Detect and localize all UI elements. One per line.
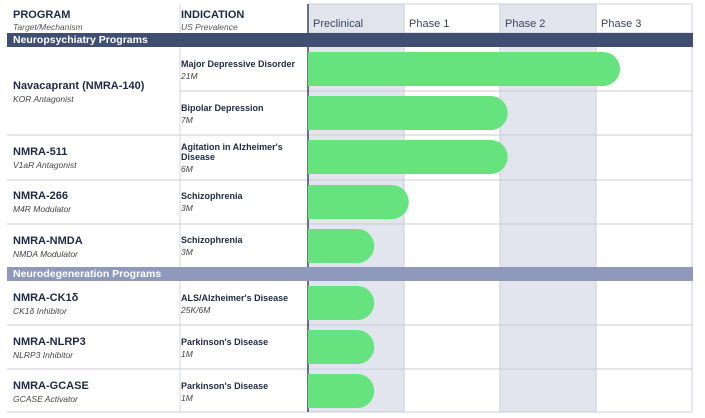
indication-name: Schizophrenia (181, 191, 243, 201)
program-mechanism: CK1δ Inhibitor (13, 306, 67, 316)
progress-bar-left-edge (308, 374, 326, 408)
progress-bar-0-1 (308, 96, 508, 130)
indication-als-alzheimers: ALS/Alzheimer's Disease 25K/6M (181, 293, 301, 315)
indication-name: Agitation in Alzheimer's Disease (181, 142, 283, 162)
program-nmra-gcase: NMRA-GCASE GCASE Activator (13, 380, 89, 404)
program-name: NMRA-CK1δ (13, 292, 79, 304)
program-mechanism: NMDA Modulator (13, 249, 78, 259)
indication-name: ALS/Alzheimer's Disease (181, 293, 289, 303)
progress-bar-left-edge (308, 96, 326, 130)
indication-name: Parkinson's Disease (181, 381, 269, 391)
program-header-label: PROGRAM (13, 9, 71, 21)
program-nmra-266: NMRA-266 M4R Modulator (13, 190, 71, 214)
indication-prevalence: 21M (181, 71, 198, 81)
progress-bar-0-3 (308, 185, 409, 219)
indication-name: Schizophrenia (181, 235, 243, 245)
section-bar-neurodegeneration: Neurodegeneration Programs (7, 267, 693, 281)
program-mechanism: NLRP3 Inhibitor (13, 350, 74, 360)
indication-schizophrenia-nmda: Schizophrenia 3M (181, 235, 301, 257)
progress-bar-left-edge (308, 330, 326, 364)
program-name: NMRA-GCASE (13, 380, 89, 392)
indication-prevalence: 1M (181, 393, 193, 403)
program-mechanism: V1aR Antagonist (13, 160, 77, 170)
indication-name: Parkinson's Disease (181, 337, 269, 347)
indication-header-label: INDICATION (181, 9, 245, 21)
program-mechanism: M4R Modulator (13, 204, 72, 214)
program-nmra-ck1d: NMRA-CK1δ CK1δ Inhibitor (13, 292, 78, 316)
indication-prevalence: 6M (181, 164, 193, 174)
indication-name: Major Depressive Disorder (181, 59, 296, 69)
program-nmra-nmda: NMRA-NMDA NMDA Modulator (13, 235, 83, 259)
indication-prevalence: 3M (181, 247, 193, 257)
indication-prevalence: 25K/6M (181, 305, 211, 315)
program-name: NMRA-NLRP3 (13, 336, 86, 348)
indication-prevalence: 3M (181, 203, 193, 213)
progress-bar-left-edge (308, 286, 326, 320)
program-name: NMRA-511 (13, 146, 68, 158)
indication-schizophrenia-266: Schizophrenia 3M (181, 191, 301, 213)
progress-bar-0-0 (308, 52, 620, 86)
indication-prevalence: 7M (181, 115, 193, 125)
program-nmra-511: NMRA-511 V1aR Antagonist (13, 146, 76, 170)
program-name: NMRA-NMDA (13, 235, 83, 247)
program-nmra-nlrp3: NMRA-NLRP3 NLRP3 Inhibitor (13, 336, 86, 360)
program-navacaprant: Navacaprant (NMRA-140) KOR Antagonist (13, 80, 144, 104)
phase-label-phase-2: Phase 2 (505, 18, 546, 30)
indication-bipolar-depression: Bipolar Depression 7M (181, 103, 301, 125)
progress-bar-left-edge (308, 52, 326, 86)
indication-mdd: Major Depressive Disorder 21M (181, 59, 301, 81)
indication-name: Bipolar Depression (181, 103, 264, 113)
progress-bar-0-2 (308, 140, 508, 174)
indication-parkinsons-gcase: Parkinson's Disease 1M (181, 381, 301, 403)
section-bar-neuropsychiatry: Neuropsychiatry Programs (7, 33, 693, 47)
indication-prevalence: 1M (181, 349, 193, 359)
phase-label-phase-1: Phase 1 (409, 18, 450, 30)
program-name: Navacaprant (NMRA-140) (13, 80, 145, 92)
phase-label-preclinical: Preclinical (313, 18, 364, 30)
program-name: NMRA-266 (13, 190, 69, 202)
indication-header-sublabel: US Prevalence (181, 22, 238, 32)
indication-column-header: INDICATION US Prevalence (181, 9, 244, 32)
indication-parkinsons-nlrp3: Parkinson's Disease 1M (181, 337, 301, 359)
phase-label-phase-3: Phase 3 (601, 18, 642, 30)
progress-bar-left-edge (308, 140, 326, 174)
progress-bar-left-edge (308, 185, 326, 219)
program-header-sublabel: Target/Mechanism (13, 22, 83, 32)
program-mechanism: GCASE Activator (13, 394, 78, 404)
indication-agitation-alzheimers: Agitation in Alzheimer's Disease 6M (181, 142, 301, 174)
progress-bar-left-edge (308, 229, 326, 263)
program-column-header: PROGRAM Target/Mechanism (13, 9, 83, 32)
program-mechanism: KOR Antagonist (13, 94, 74, 104)
